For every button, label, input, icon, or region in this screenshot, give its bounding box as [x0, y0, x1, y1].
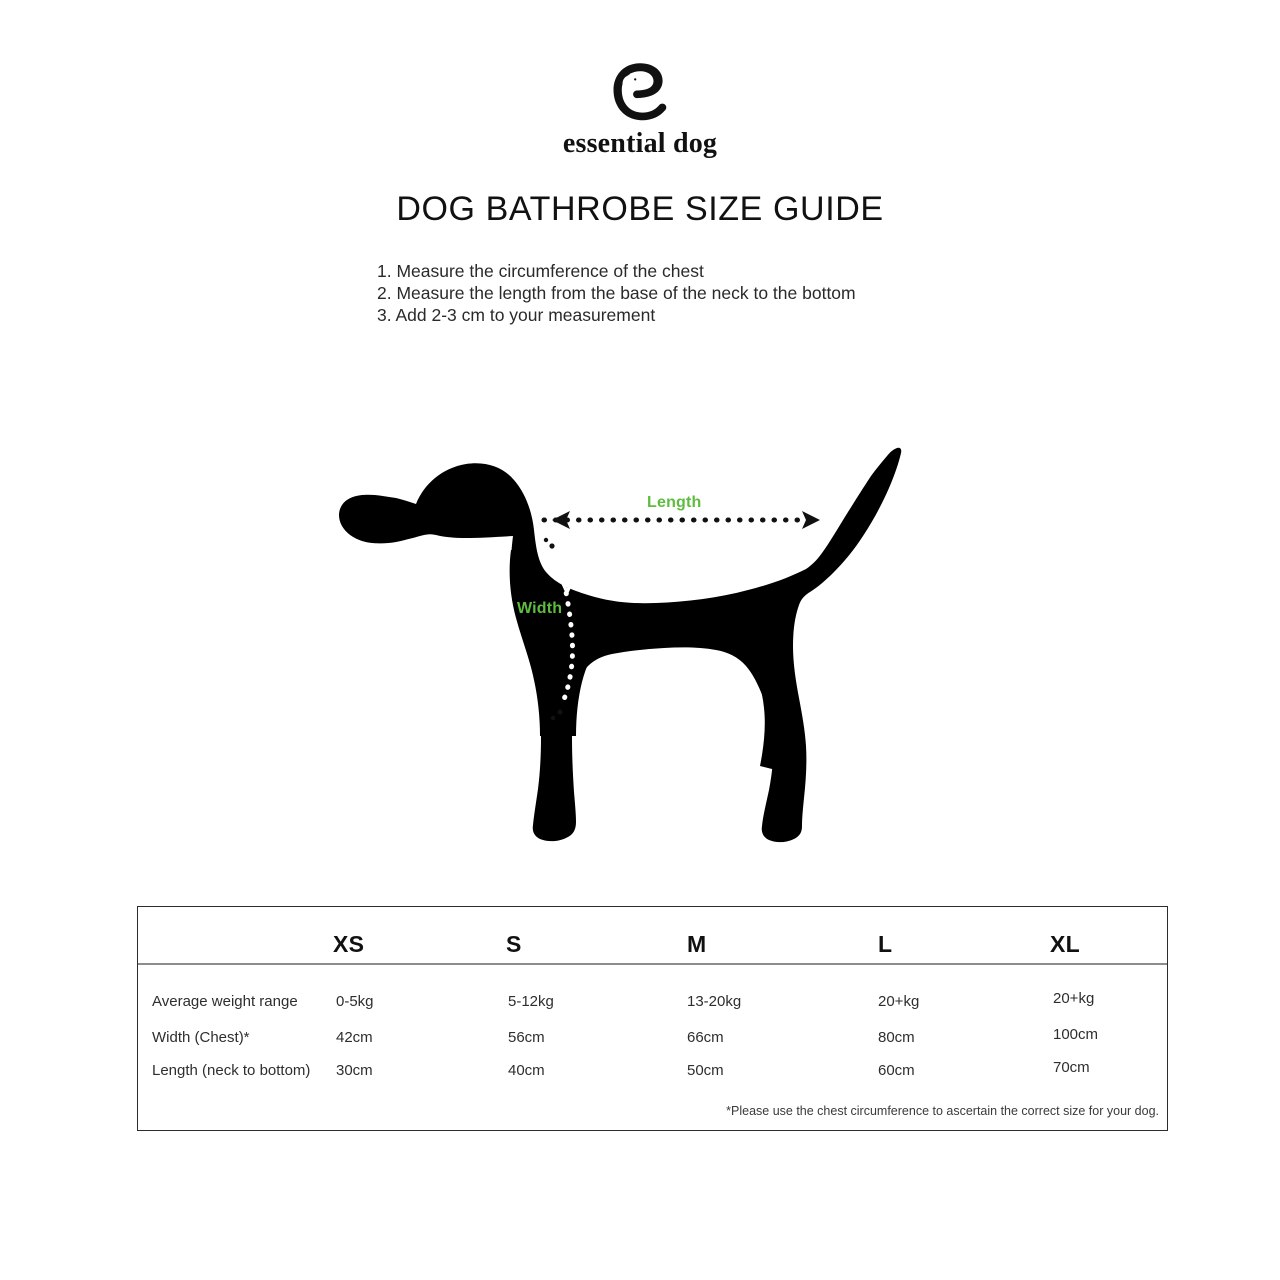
cell-width-xl: 100cm [1053, 1026, 1099, 1043]
cell-length-xl: 70cm [1053, 1059, 1090, 1076]
instruction-step-1: 1. Measure the circumference of the ches… [377, 261, 704, 281]
dotted-girth-arrow-down-icon [543, 537, 580, 721]
column-header-m: M [687, 931, 707, 957]
cell-weight-xs: 0-5kg [336, 993, 374, 1010]
instruction-step-3: 3. Add 2-3 cm to your measurement [377, 305, 656, 326]
brand-wordmark: essential dog [562, 128, 718, 159]
table-footnote: *Please use the chest circumference to a… [726, 1104, 1159, 1118]
dog-measurement-diagram: Length Width [320, 440, 920, 870]
cell-width-xs: 42cm [336, 1029, 373, 1046]
length-dimension-label: Length [647, 494, 702, 511]
page-title: DOG BATHROBE SIZE GUIDE [396, 190, 884, 228]
cell-width-s: 56cm [508, 1029, 545, 1046]
column-header-xs: XS [333, 931, 365, 957]
cell-width-l: 80cm [878, 1029, 915, 1046]
column-header-s: S [506, 931, 522, 957]
cell-length-l: 60cm [878, 1062, 915, 1079]
dog-side-silhouette-icon [339, 447, 902, 843]
size-chart-table: XS S M L XL Average weight range 0-5kg 5… [137, 906, 1168, 1131]
cell-width-m: 66cm [687, 1029, 724, 1046]
dotted-double-arrow-horizontal-icon [541, 511, 820, 529]
instruction-step-2: 2. Measure the length from the base of t… [377, 283, 856, 304]
brand-header: essential dog [0, 62, 1280, 158]
cell-weight-m: 13-20kg [687, 993, 742, 1010]
cell-length-s: 40cm [508, 1062, 545, 1079]
cell-weight-l: 20+kg [878, 993, 920, 1010]
cell-length-m: 50cm [687, 1062, 724, 1079]
cell-weight-s: 5-12kg [508, 993, 554, 1010]
cell-weight-xl: 20+kg [1053, 990, 1095, 1007]
column-header-xl: XL [1050, 931, 1080, 957]
row-label-length-neck-to-bottom: Length (neck to bottom) [152, 1062, 311, 1079]
table-header-row: XS S M L XL [138, 907, 1167, 965]
essential-dog-e-monogram-icon [613, 63, 667, 121]
column-header-l: L [878, 931, 893, 957]
instructions-list: 1. Measure the circumference of the ches… [377, 260, 1017, 327]
width-dimension-label: Width [517, 600, 563, 617]
row-label-average-weight-range: Average weight range [152, 993, 298, 1010]
cell-length-xs: 30cm [336, 1062, 373, 1079]
row-label-width-chest: Width (Chest)* [152, 1029, 250, 1046]
